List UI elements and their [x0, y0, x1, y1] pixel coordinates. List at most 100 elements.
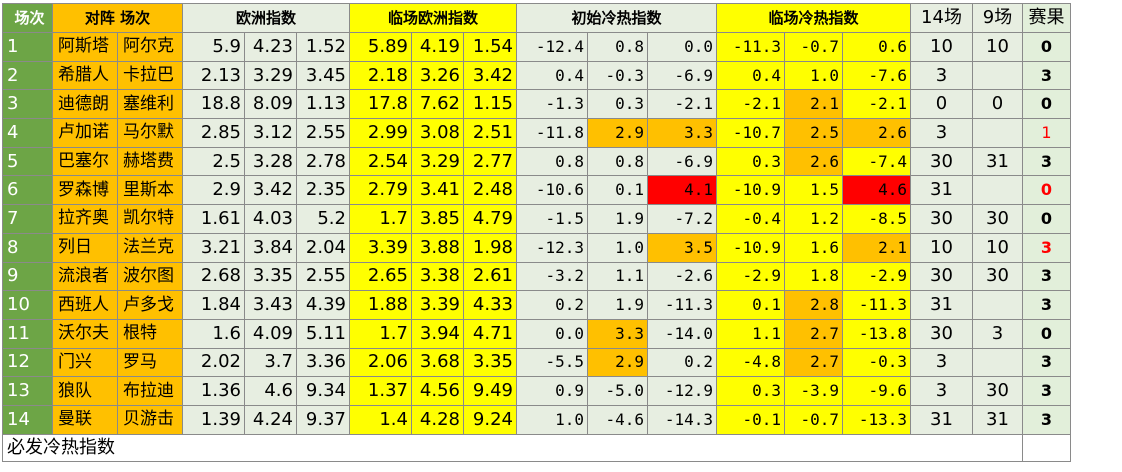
euro-cell[interactable]: 18.8 — [182, 89, 245, 120]
header-late-euro[interactable]: 临场欧洲指数 — [349, 3, 517, 33]
hot-cell[interactable]: 0.4 — [716, 60, 785, 91]
result-cell[interactable]: 3 — [1022, 404, 1071, 435]
euro-cell[interactable]: 8.09 — [244, 89, 297, 120]
hot-cell[interactable]: -2.9 — [716, 261, 785, 292]
late-cell[interactable]: 1.98 — [463, 232, 517, 263]
count9-cell[interactable]: 10 — [972, 32, 1023, 62]
euro-cell[interactable]: 2.5 — [182, 146, 245, 177]
init-cell[interactable]: 0.8 — [587, 146, 648, 177]
init-cell[interactable]: -11.3 — [647, 290, 717, 320]
hot-cell[interactable]: 2.8 — [784, 290, 843, 320]
hot-cell[interactable]: 2.7 — [784, 318, 843, 349]
hot-cell[interactable]: -4.8 — [716, 347, 785, 378]
init-cell[interactable]: 0.3 — [587, 89, 648, 120]
away-team-cell[interactable]: 罗马 — [117, 347, 183, 378]
init-cell[interactable]: 0.4 — [516, 60, 588, 91]
hot-cell[interactable]: -7.4 — [842, 146, 911, 177]
euro-cell[interactable]: 3.7 — [244, 347, 297, 378]
result-cell[interactable]: 0 — [1022, 318, 1071, 349]
euro-cell[interactable]: 2.68 — [182, 261, 245, 292]
init-cell[interactable]: 1.9 — [587, 290, 648, 320]
init-cell[interactable]: 0.2 — [516, 290, 588, 320]
euro-cell[interactable]: 3.43 — [244, 290, 297, 320]
euro-cell[interactable]: 1.13 — [296, 89, 350, 120]
header-init-hot[interactable]: 初始冷热指数 — [516, 3, 717, 33]
euro-cell[interactable]: 3.36 — [296, 347, 350, 378]
result-cell[interactable]: 0 — [1022, 32, 1071, 62]
header-14[interactable]: 14场 — [910, 3, 973, 33]
euro-cell[interactable]: 4.39 — [296, 290, 350, 320]
init-cell[interactable]: 0.0 — [516, 318, 588, 349]
away-team-cell[interactable]: 里斯本 — [117, 175, 183, 206]
euro-cell[interactable]: 4.03 — [244, 204, 297, 234]
hot-cell[interactable]: 0.3 — [716, 146, 785, 177]
euro-cell[interactable]: 1.39 — [182, 404, 245, 435]
late-cell[interactable]: 9.49 — [463, 376, 517, 406]
footer-blank-cell[interactable] — [1022, 433, 1071, 462]
away-team-cell[interactable]: 塞维利 — [117, 89, 183, 120]
euro-cell[interactable]: 4.09 — [244, 318, 297, 349]
init-cell[interactable]: 0.9 — [516, 376, 588, 406]
init-cell[interactable]: -10.6 — [516, 175, 588, 206]
row-idx-cell[interactable]: 9 — [2, 261, 53, 292]
hot-cell[interactable]: 2.1 — [784, 89, 843, 120]
hot-cell[interactable]: 1.1 — [716, 318, 785, 349]
result-cell[interactable]: 3 — [1022, 376, 1071, 406]
late-cell[interactable]: 3.94 — [411, 318, 464, 349]
euro-cell[interactable]: 5.2 — [296, 204, 350, 234]
count9-cell[interactable]: 10 — [972, 232, 1023, 263]
init-cell[interactable]: 2.9 — [587, 347, 648, 378]
euro-cell[interactable]: 1.61 — [182, 204, 245, 234]
hot-cell[interactable]: -0.1 — [716, 404, 785, 435]
row-idx-cell[interactable]: 6 — [2, 175, 53, 206]
late-cell[interactable]: 1.88 — [349, 290, 412, 320]
init-cell[interactable]: 2.9 — [587, 118, 648, 148]
hot-cell[interactable]: 2.1 — [842, 232, 911, 263]
euro-cell[interactable]: 2.55 — [296, 118, 350, 148]
init-cell[interactable]: -7.2 — [647, 204, 717, 234]
count9-cell[interactable]: 31 — [972, 146, 1023, 177]
init-cell[interactable]: 1.0 — [587, 232, 648, 263]
count14-cell[interactable]: 31 — [910, 175, 973, 206]
hot-cell[interactable]: -0.4 — [716, 204, 785, 234]
row-idx-cell[interactable]: 14 — [2, 404, 53, 435]
hot-cell[interactable]: 1.2 — [784, 204, 843, 234]
late-cell[interactable]: 1.54 — [463, 32, 517, 62]
late-cell[interactable]: 3.08 — [411, 118, 464, 148]
result-cell[interactable]: 3 — [1022, 146, 1071, 177]
euro-cell[interactable]: 3.35 — [244, 261, 297, 292]
count14-cell[interactable]: 31 — [910, 290, 973, 320]
euro-cell[interactable]: 4.6 — [244, 376, 297, 406]
euro-cell[interactable]: 9.37 — [296, 404, 350, 435]
away-team-cell[interactable]: 布拉迪 — [117, 376, 183, 406]
init-cell[interactable]: 0.0 — [647, 32, 717, 62]
hot-cell[interactable]: -10.7 — [716, 118, 785, 148]
late-cell[interactable]: 1.7 — [349, 318, 412, 349]
count14-cell[interactable]: 3 — [910, 60, 973, 91]
init-cell[interactable]: -0.3 — [587, 60, 648, 91]
count9-cell[interactable] — [972, 175, 1023, 206]
euro-cell[interactable]: 1.52 — [296, 32, 350, 62]
hot-cell[interactable]: -10.9 — [716, 175, 785, 206]
late-cell[interactable]: 2.51 — [463, 118, 517, 148]
late-cell[interactable]: 3.42 — [463, 60, 517, 91]
count9-cell[interactable]: 31 — [972, 404, 1023, 435]
hot-cell[interactable]: 0.6 — [842, 32, 911, 62]
count14-cell[interactable]: 31 — [910, 404, 973, 435]
header-euro[interactable]: 欧洲指数 — [182, 3, 350, 33]
result-cell[interactable]: 3 — [1022, 232, 1071, 263]
init-cell[interactable]: 4.1 — [647, 175, 717, 206]
late-cell[interactable]: 1.15 — [463, 89, 517, 120]
init-cell[interactable]: 1.0 — [516, 404, 588, 435]
row-idx-cell[interactable]: 12 — [2, 347, 53, 378]
home-team-cell[interactable]: 阿斯塔 — [52, 32, 118, 62]
init-cell[interactable]: -1.3 — [516, 89, 588, 120]
hot-cell[interactable]: 2.6 — [784, 146, 843, 177]
header-late-hot[interactable]: 临场冷热指数 — [716, 3, 911, 33]
late-cell[interactable]: 4.79 — [463, 204, 517, 234]
result-cell[interactable]: 3 — [1022, 261, 1071, 292]
hot-cell[interactable]: -3.9 — [784, 376, 843, 406]
euro-cell[interactable]: 3.84 — [244, 232, 297, 263]
hot-cell[interactable]: 2.6 — [842, 118, 911, 148]
count14-cell[interactable]: 10 — [910, 32, 973, 62]
